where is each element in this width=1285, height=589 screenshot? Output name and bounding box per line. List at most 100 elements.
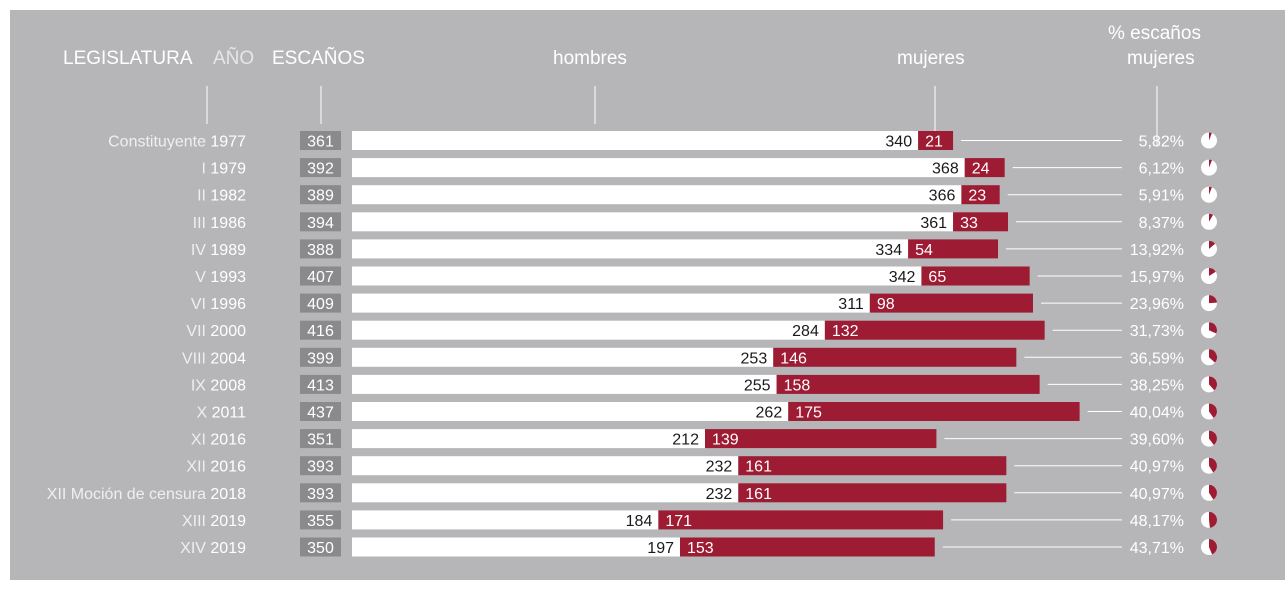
pct-label-15: 43,71% <box>1130 540 1184 557</box>
year-label: 1977 <box>210 134 246 151</box>
pie-slice-3 <box>1209 213 1214 222</box>
year-label: 2016 <box>210 459 246 476</box>
men-bar-5 <box>352 266 922 286</box>
women-bar-5 <box>921 266 1030 286</box>
legislatura-label: III <box>193 215 211 232</box>
row-label-0: Constituyente 1977 <box>108 134 246 151</box>
men-value-6: 311 <box>838 296 864 313</box>
women-bar-10 <box>788 402 1080 421</box>
women-bar-2 <box>961 185 1000 205</box>
women-bar-0 <box>918 131 954 150</box>
men-value-10: 262 <box>756 405 783 422</box>
legislatura-label: IX <box>191 377 211 394</box>
year-label: 2004 <box>210 350 246 367</box>
pct-label-3: 8,37% <box>1139 215 1184 232</box>
women-bar-6 <box>869 293 1033 313</box>
pct-label-10: 40,04% <box>1130 405 1184 422</box>
women-value-14: 171 <box>665 513 692 530</box>
men-value-12: 232 <box>706 459 733 476</box>
men-bar-11 <box>352 429 705 449</box>
seats-value-6: 409 <box>307 296 334 313</box>
seats-box-4 <box>300 239 341 259</box>
women-value-15: 153 <box>687 540 714 557</box>
seats-value-8: 399 <box>307 350 334 367</box>
row-label-4: IV 1989 <box>191 242 246 259</box>
row-label-10: X 2011 <box>196 405 246 422</box>
seats-value-2: 389 <box>307 188 334 205</box>
row-label-9: IX 2008 <box>191 377 246 394</box>
legislatura-label: XIV <box>180 540 210 557</box>
seats-value-11: 351 <box>307 432 334 449</box>
pie-slice-15 <box>1209 539 1217 555</box>
row-label-7: VII 2000 <box>186 323 246 340</box>
women-bar-15 <box>680 537 935 557</box>
pct-label-13: 40,97% <box>1130 486 1184 503</box>
legislatura-label: Constituyente <box>108 134 210 151</box>
men-bar-4 <box>352 239 909 259</box>
women-value-4: 54 <box>915 242 933 259</box>
year-label: 1989 <box>210 242 246 259</box>
pct-label-7: 31,73% <box>1130 323 1184 340</box>
men-bar-1 <box>352 158 965 178</box>
women-value-8: 146 <box>780 350 807 367</box>
legislatura-label: X <box>196 405 211 422</box>
women-value-11: 139 <box>712 432 739 449</box>
header-pct-line2: mujeres <box>1127 48 1195 69</box>
year-label: 2019 <box>210 513 246 530</box>
header-legislatura: LEGISLATURA <box>63 48 193 69</box>
pct-label-11: 39,60% <box>1130 432 1184 449</box>
men-value-3: 361 <box>920 215 947 232</box>
seats-value-5: 407 <box>307 269 334 286</box>
row-label-5: V 1993 <box>195 269 246 286</box>
year-label: 1986 <box>210 215 246 232</box>
seats-value-7: 416 <box>307 323 334 340</box>
year-label: 2019 <box>210 540 246 557</box>
seats-value-9: 413 <box>307 377 334 394</box>
header-escanos: ESCAÑOS <box>272 48 365 69</box>
row-label-3: III 1986 <box>193 215 246 232</box>
women-bar-8 <box>773 347 1017 367</box>
seats-box-1 <box>300 158 341 178</box>
men-bar-15 <box>352 537 681 557</box>
women-value-9: 158 <box>784 377 811 394</box>
men-value-4: 334 <box>875 242 902 259</box>
pie-slice-8 <box>1209 349 1217 363</box>
legislatura-label: XI <box>191 432 211 449</box>
men-bar-7 <box>352 320 825 340</box>
men-value-8: 253 <box>741 350 768 367</box>
seats-box-11 <box>300 429 341 449</box>
seats-value-15: 350 <box>307 540 334 557</box>
men-bar-10 <box>352 402 789 421</box>
men-value-13: 232 <box>706 486 733 503</box>
row-label-12: XII 2016 <box>186 459 246 476</box>
seats-value-10: 437 <box>307 405 334 422</box>
men-bar-0 <box>352 131 919 150</box>
men-bar-9 <box>352 374 777 394</box>
pie-slice-10 <box>1209 403 1217 418</box>
women-value-0: 21 <box>925 134 943 151</box>
header-hombres: hombres <box>553 48 627 69</box>
women-value-2: 23 <box>968 188 986 205</box>
women-value-13: 161 <box>745 486 772 503</box>
seats-value-1: 392 <box>307 161 334 178</box>
men-value-7: 284 <box>792 323 819 340</box>
seats-box-13 <box>300 483 341 503</box>
men-bar-13 <box>352 483 739 503</box>
men-value-2: 366 <box>929 188 956 205</box>
women-bar-14 <box>658 510 944 530</box>
women-value-1: 24 <box>972 161 990 178</box>
row-label-2: II 1982 <box>197 188 246 205</box>
pie-slice-11 <box>1209 430 1217 445</box>
seats-box-3 <box>300 212 341 232</box>
row-label-6: VI 1996 <box>191 296 246 313</box>
chart-panel: LEGISLATURA AÑO ESCAÑOS hombres mujeres … <box>10 10 1285 580</box>
men-value-1: 368 <box>932 161 959 178</box>
women-value-3: 33 <box>960 215 978 232</box>
legislatura-label: I <box>202 161 211 178</box>
legislatura-label: VI <box>191 296 211 313</box>
row-label-14: XIII 2019 <box>182 513 246 530</box>
pie-slice-14 <box>1209 511 1218 528</box>
seats-value-4: 388 <box>307 242 334 259</box>
seats-box-7 <box>300 320 341 340</box>
men-value-0: 340 <box>885 134 912 151</box>
